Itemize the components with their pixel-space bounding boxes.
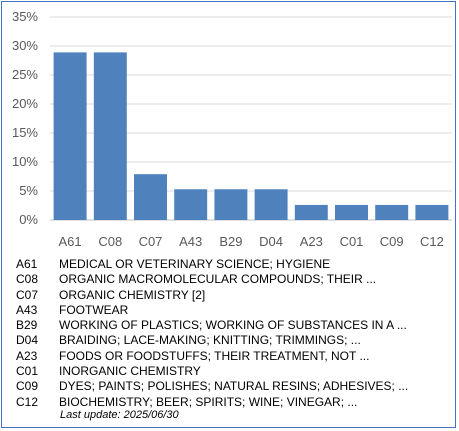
x-tick-label: A61 xyxy=(59,234,82,249)
bar-chart: 0% 5% 10% 15% 20% 25% 30% 35% A61 C08 C07 A43 B29 D04… xyxy=(12,9,452,249)
bar xyxy=(134,174,167,220)
y-tick-label: 20% xyxy=(12,96,38,111)
bar xyxy=(415,204,449,220)
legend-item: B29 WORKING OF PLASTICS; WORKING OF SUBST… xyxy=(16,318,451,333)
bar xyxy=(214,189,248,220)
legend-description: DYES; PAINTS; POLISHES; NATURAL RESINS; … xyxy=(59,379,409,394)
legend-item: C07 ORGANIC CHEMISTRY [2] xyxy=(16,288,451,303)
legend-description: WORKING OF PLASTICS; WORKING OF SUBSTANC… xyxy=(59,318,407,333)
y-tick-label: 15% xyxy=(12,125,38,140)
y-tick-label: 5% xyxy=(19,183,38,198)
legend-description: FOOTWEAR xyxy=(59,302,129,317)
legend-code: C08 xyxy=(16,272,39,287)
legend-code: A43 xyxy=(16,302,38,317)
bar xyxy=(174,189,208,220)
bar xyxy=(294,204,328,220)
legend-item: C12 BIOCHEMISTRY; BEER; SPIRITS; WINE; VI… xyxy=(16,395,451,410)
y-tick-label: 0% xyxy=(19,212,38,227)
bar xyxy=(254,189,288,220)
last-update-note: Last update: 2025/06/30 xyxy=(60,409,179,421)
legend-code: C01 xyxy=(16,364,39,379)
legend: A61 MEDICAL OR VETERINARY SCIENCE; HYGIEN… xyxy=(16,257,451,410)
x-tick-label: C09 xyxy=(380,234,404,249)
legend-description: FOODS OR FOODSTUFFS; THEIR TREATMENT, NO… xyxy=(59,348,370,363)
bar xyxy=(93,52,127,220)
legend-description: MEDICAL OR VETERINARY SCIENCE; HYGIENE xyxy=(59,257,331,271)
legend-item: C01 INORGANIC CHEMISTRY xyxy=(16,364,451,379)
legend-description: BRAIDING; LACE-MAKING; KNITTING; TRIMMIN… xyxy=(59,333,361,348)
legend-description: ORGANIC CHEMISTRY [2] xyxy=(59,287,206,302)
legend-code: B29 xyxy=(16,318,38,333)
x-tick-label: C12 xyxy=(420,234,444,249)
legend-description: INORGANIC CHEMISTRY xyxy=(59,364,201,379)
y-tick-label: 30% xyxy=(12,38,38,53)
legend-item: A23 FOODS OR FOODSTUFFS; THEIR TREATMENT,… xyxy=(16,349,451,364)
legend-item: A61 MEDICAL OR VETERINARY SCIENCE; HYGIEN… xyxy=(16,257,451,272)
legend-description: BIOCHEMISTRY; BEER; SPIRITS; WINE; VINEG… xyxy=(59,394,358,409)
legend-description: ORGANIC MACROMOLECULAR COMPOUNDS; THEIR … xyxy=(59,272,377,287)
legend-code: C07 xyxy=(16,287,39,302)
x-tick-label: C01 xyxy=(340,234,364,249)
legend-code: D04 xyxy=(16,333,39,348)
x-tick-label: B29 xyxy=(219,234,242,249)
x-tick-label: C07 xyxy=(139,234,163,249)
y-tick-label: 25% xyxy=(12,67,38,82)
x-tick-label: A43 xyxy=(179,234,202,249)
legend-code: A61 xyxy=(16,257,38,271)
y-tick-label: 10% xyxy=(12,154,38,169)
bar xyxy=(335,204,368,220)
legend-item: A43 FOOTWEAR xyxy=(16,303,451,318)
legend-item: C08 ORGANIC MACROMOLECULAR COMPOUNDS; THE… xyxy=(16,272,451,287)
legend-code: C12 xyxy=(16,394,39,409)
legend-item: C09 DYES; PAINTS; POLISHES; NATURAL RESIN… xyxy=(16,379,451,394)
bar xyxy=(375,204,409,220)
legend-code: C09 xyxy=(16,379,39,394)
y-tick-label: 35% xyxy=(12,9,38,24)
legend-item: D04 BRAIDING; LACE-MAKING; KNITTING; TRIM… xyxy=(16,333,451,348)
bar xyxy=(53,52,87,220)
x-tick-label: D04 xyxy=(259,234,283,249)
x-tick-label: C08 xyxy=(98,234,122,249)
legend-code: A23 xyxy=(16,348,38,363)
x-tick-label: A23 xyxy=(300,234,323,249)
